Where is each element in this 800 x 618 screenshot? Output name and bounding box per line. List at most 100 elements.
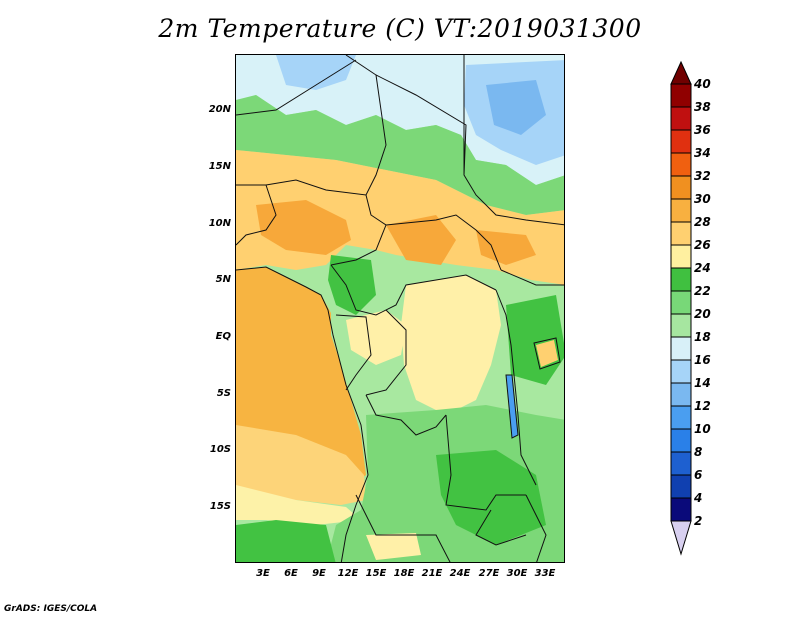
- lat-label: 10N: [208, 218, 231, 229]
- temperature-field: [236, 55, 564, 562]
- lake-tanganyika: [506, 375, 518, 438]
- colorbar-segment: [670, 152, 692, 177]
- border-line: [525, 494, 547, 562]
- colorbar-segment: [670, 451, 692, 476]
- lat-label: 15N: [208, 161, 231, 172]
- lon-label: 6E: [284, 568, 298, 579]
- green-dark-central-west: [328, 255, 376, 315]
- colorbar-segment: [670, 83, 692, 108]
- ocean-southern-mid: [236, 425, 366, 505]
- warm-pale-south: [366, 533, 421, 560]
- colorbar-label: 2: [694, 514, 703, 528]
- colorbar-segment: [670, 267, 692, 292]
- border-line: [500, 269, 564, 286]
- border-line: [335, 314, 372, 391]
- colorbar-label: 16: [694, 353, 711, 367]
- border-line: [330, 264, 497, 316]
- colorbar-label: 10: [694, 422, 711, 436]
- border-line: [365, 394, 447, 436]
- cool-region-northwest: [276, 55, 356, 90]
- colorbar-label: 6: [694, 468, 703, 482]
- coastline: [236, 266, 369, 562]
- colorbar-label: 34: [694, 146, 711, 160]
- hot-patch-west: [256, 200, 351, 255]
- colorbar-label: 36: [694, 123, 711, 137]
- green-dark-southwest: [236, 520, 336, 562]
- colorbar-segment: [670, 336, 692, 361]
- lon-label: 3E: [256, 568, 270, 579]
- colorbar-segment: [670, 244, 692, 269]
- border-line: [236, 184, 277, 246]
- lon-label: 21E: [421, 568, 443, 579]
- country-borders: [236, 55, 564, 562]
- lat-label: 10S: [209, 444, 231, 455]
- lat-label: 5N: [215, 274, 231, 285]
- colorbar-label: 20: [694, 307, 711, 321]
- colorbar-label: 28: [694, 215, 711, 229]
- colorbar-segment: [670, 221, 692, 246]
- colorbar: [670, 60, 692, 556]
- border-line: [475, 509, 527, 546]
- lon-label: 24E: [449, 568, 471, 579]
- lon-label: 33E: [534, 568, 556, 579]
- grads-credit: GrADS: IGES/COLA: [4, 604, 98, 614]
- lon-label: 12E: [337, 568, 359, 579]
- colorbar-segment: [670, 428, 692, 453]
- map-title: 2m Temperature (C) VT:2019031300: [158, 14, 642, 43]
- hot-patch-east: [476, 230, 536, 265]
- border-line: [236, 55, 467, 176]
- cold-patch-northeast: [486, 80, 546, 135]
- border-line: [330, 194, 387, 266]
- colorbar-label: 18: [694, 330, 711, 344]
- colorbar-label: 40: [694, 77, 711, 91]
- colorbar-label: 38: [694, 100, 711, 114]
- colorbar-label: 4: [694, 491, 703, 505]
- colorbar-top-arrow: [670, 60, 692, 85]
- green-band-north: [236, 95, 564, 215]
- lat-label: 20N: [208, 104, 231, 115]
- colorbar-segment: [670, 106, 692, 131]
- border-line: [355, 494, 451, 562]
- lat-label: EQ: [215, 331, 231, 342]
- green-dark-southeast: [436, 450, 546, 545]
- lake-outline: [505, 374, 519, 439]
- lon-label: 18E: [393, 568, 415, 579]
- border-line: [236, 74, 387, 196]
- warm-pale-congo: [401, 275, 501, 415]
- colorbar-label: 24: [694, 261, 711, 275]
- colorbar-segment: [670, 497, 692, 522]
- colorbar-segment: [670, 474, 692, 499]
- colorbar-label: 14: [694, 376, 711, 390]
- temperature-map: [235, 54, 565, 563]
- hot-patch-central: [386, 215, 456, 265]
- lat-label: 5S: [216, 388, 231, 399]
- colorbar-segment: [670, 359, 692, 384]
- colorbar-segment: [670, 290, 692, 315]
- colorbar-label: 26: [694, 238, 711, 252]
- colorbar-label: 8: [694, 445, 703, 459]
- colorbar-label: 32: [694, 169, 711, 183]
- colorbar-segment: [670, 129, 692, 154]
- colorbar-label: 30: [694, 192, 711, 206]
- colorbar-segment: [670, 313, 692, 338]
- colorbar-label: 12: [694, 399, 711, 413]
- border-line: [365, 309, 407, 396]
- border-line: [385, 214, 502, 271]
- colorbar-segment: [670, 382, 692, 407]
- colorbar-bottom-arrow: [670, 520, 692, 556]
- border-line: [445, 414, 526, 511]
- warm-pale-west-central: [346, 310, 406, 365]
- colorbar-segment: [670, 405, 692, 430]
- lake-outline: [533, 337, 561, 370]
- lon-label: 9E: [312, 568, 326, 579]
- lat-label: 15S: [209, 501, 231, 512]
- lon-label: 27E: [478, 568, 500, 579]
- colorbar-segment: [670, 198, 692, 223]
- border-line: [463, 55, 564, 226]
- border-line: [495, 289, 537, 486]
- lon-label: 15E: [365, 568, 387, 579]
- colorbar-segment: [670, 175, 692, 200]
- colorbar-label: 22: [694, 284, 711, 298]
- ocean-southern-cool: [236, 485, 361, 525]
- lon-label: 30E: [506, 568, 528, 579]
